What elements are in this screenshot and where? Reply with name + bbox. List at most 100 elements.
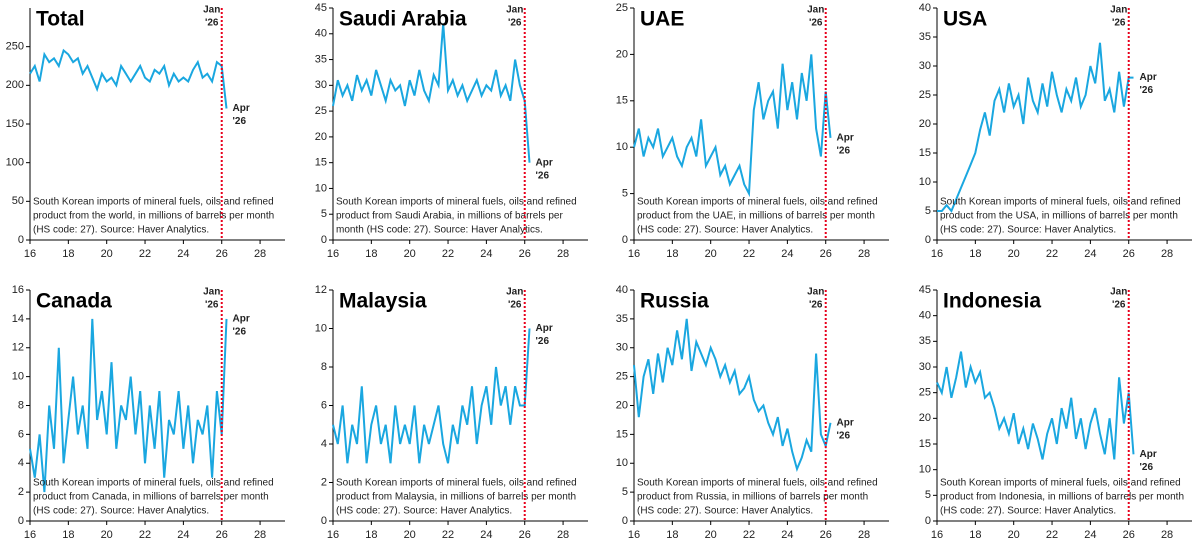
end-label: '26 bbox=[837, 430, 851, 441]
y-tick-label: 25 bbox=[616, 2, 628, 14]
x-tick-label: 26 bbox=[1123, 529, 1135, 541]
y-tick-label: 0 bbox=[925, 515, 931, 527]
note: (HS code: 27). Source: Haver Analytics. bbox=[637, 506, 813, 517]
end-label: '26 bbox=[536, 170, 550, 181]
y-tick-label: 25 bbox=[919, 89, 931, 101]
note: product from Saudi Arabia, in millions o… bbox=[336, 211, 563, 222]
x-tick-label: 20 bbox=[705, 248, 717, 260]
event-label: Jan bbox=[506, 5, 523, 16]
y-tick-label: 30 bbox=[919, 60, 931, 72]
event-label: '26 bbox=[205, 18, 219, 29]
x-tick-label: 28 bbox=[557, 529, 569, 541]
y-tick-label: 0 bbox=[321, 234, 327, 246]
note: South Korean imports of mineral fuels, o… bbox=[33, 197, 274, 208]
note: South Korean imports of mineral fuels, o… bbox=[637, 478, 878, 489]
x-tick-label: 22 bbox=[442, 529, 454, 541]
y-tick-label: 10 bbox=[919, 464, 931, 476]
x-tick-label: 18 bbox=[969, 529, 981, 541]
y-tick-label: 6 bbox=[18, 428, 24, 440]
x-tick-label: 18 bbox=[666, 529, 678, 541]
x-tick-label: 24 bbox=[177, 529, 189, 541]
y-tick-label: 10 bbox=[315, 182, 327, 194]
data-line bbox=[937, 42, 1134, 213]
y-tick-label: 15 bbox=[919, 438, 931, 450]
note: product from the USA, in millions of bar… bbox=[940, 211, 1178, 222]
x-tick-label: 26 bbox=[519, 248, 531, 260]
event-label: '26 bbox=[809, 18, 823, 29]
y-tick-label: 150 bbox=[6, 118, 24, 130]
x-tick-label: 28 bbox=[254, 248, 266, 260]
y-tick-label: 30 bbox=[616, 342, 628, 354]
y-tick-label: 250 bbox=[6, 41, 24, 53]
x-tick-label: 24 bbox=[1084, 529, 1096, 541]
x-tick-label: 28 bbox=[1161, 248, 1173, 260]
event-label: Jan bbox=[807, 287, 824, 298]
x-tick-label: 24 bbox=[1084, 248, 1096, 260]
y-tick-label: 5 bbox=[925, 489, 931, 501]
x-tick-label: 18 bbox=[666, 248, 678, 260]
x-tick-label: 22 bbox=[743, 248, 755, 260]
y-tick-label: 12 bbox=[315, 284, 327, 296]
y-tick-label: 35 bbox=[616, 313, 628, 325]
note: South Korean imports of mineral fuels, o… bbox=[940, 478, 1181, 489]
y-tick-label: 2 bbox=[321, 476, 327, 488]
note: (HS code: 27). Source: Haver Analytics. bbox=[33, 506, 209, 517]
x-tick-label: 24 bbox=[781, 248, 793, 260]
y-tick-label: 30 bbox=[919, 361, 931, 373]
x-tick-label: 16 bbox=[628, 248, 640, 260]
x-tick-label: 20 bbox=[101, 529, 113, 541]
note: South Korean imports of mineral fuels, o… bbox=[940, 197, 1181, 208]
y-tick-label: 16 bbox=[12, 284, 24, 296]
y-tick-label: 10 bbox=[919, 176, 931, 188]
x-tick-label: 22 bbox=[1046, 248, 1058, 260]
note: (HS code: 27). Source: Haver Analytics. bbox=[940, 225, 1116, 236]
x-tick-label: 24 bbox=[480, 529, 492, 541]
x-tick-label: 16 bbox=[24, 248, 36, 260]
data-line bbox=[936, 351, 1135, 460]
y-tick-label: 2 bbox=[18, 486, 24, 498]
panel-title: Russia bbox=[640, 290, 709, 313]
y-tick-label: 15 bbox=[616, 428, 628, 440]
event-label: '26 bbox=[508, 300, 522, 311]
note: South Korean imports of mineral fuels, o… bbox=[637, 197, 878, 208]
y-tick-label: 40 bbox=[315, 28, 327, 40]
y-tick-label: 5 bbox=[622, 486, 628, 498]
event-label: Jan bbox=[203, 5, 220, 16]
x-tick-label: 26 bbox=[1123, 248, 1135, 260]
y-tick-label: 35 bbox=[919, 31, 931, 43]
end-label: '26 bbox=[837, 146, 851, 157]
x-tick-label: 16 bbox=[327, 529, 339, 541]
panel-title: UAE bbox=[640, 8, 684, 31]
y-tick-label: 14 bbox=[12, 313, 24, 325]
x-tick-label: 20 bbox=[101, 248, 113, 260]
end-label: '26 bbox=[1140, 85, 1154, 96]
event-label: Jan bbox=[203, 287, 220, 298]
x-tick-label: 28 bbox=[858, 529, 870, 541]
y-tick-label: 30 bbox=[315, 79, 327, 91]
note: product from Indonesia, in millions of b… bbox=[940, 492, 1184, 503]
event-label: '26 bbox=[809, 300, 823, 311]
x-tick-label: 16 bbox=[931, 529, 943, 541]
note: product from the world, in millions of b… bbox=[33, 211, 274, 222]
note: product from the UAE, in millions of bar… bbox=[637, 211, 875, 222]
y-tick-label: 12 bbox=[12, 342, 24, 354]
end-label: Apr bbox=[1140, 449, 1157, 460]
x-tick-label: 16 bbox=[24, 529, 36, 541]
data-line bbox=[29, 318, 228, 493]
x-tick-label: 20 bbox=[705, 529, 717, 541]
end-label: Apr bbox=[837, 133, 854, 144]
panel-title: USA bbox=[943, 8, 987, 31]
x-tick-label: 22 bbox=[743, 529, 755, 541]
y-tick-label: 20 bbox=[616, 48, 628, 60]
y-tick-label: 5 bbox=[925, 205, 931, 217]
x-tick-label: 16 bbox=[327, 248, 339, 260]
y-tick-label: 20 bbox=[919, 412, 931, 424]
x-tick-label: 18 bbox=[62, 248, 74, 260]
y-tick-label: 8 bbox=[321, 361, 327, 373]
y-tick-label: 40 bbox=[616, 284, 628, 296]
x-tick-label: 22 bbox=[139, 529, 151, 541]
y-tick-label: 0 bbox=[622, 234, 628, 246]
y-tick-label: 25 bbox=[315, 105, 327, 117]
x-tick-label: 26 bbox=[216, 248, 228, 260]
data-line bbox=[633, 54, 832, 198]
